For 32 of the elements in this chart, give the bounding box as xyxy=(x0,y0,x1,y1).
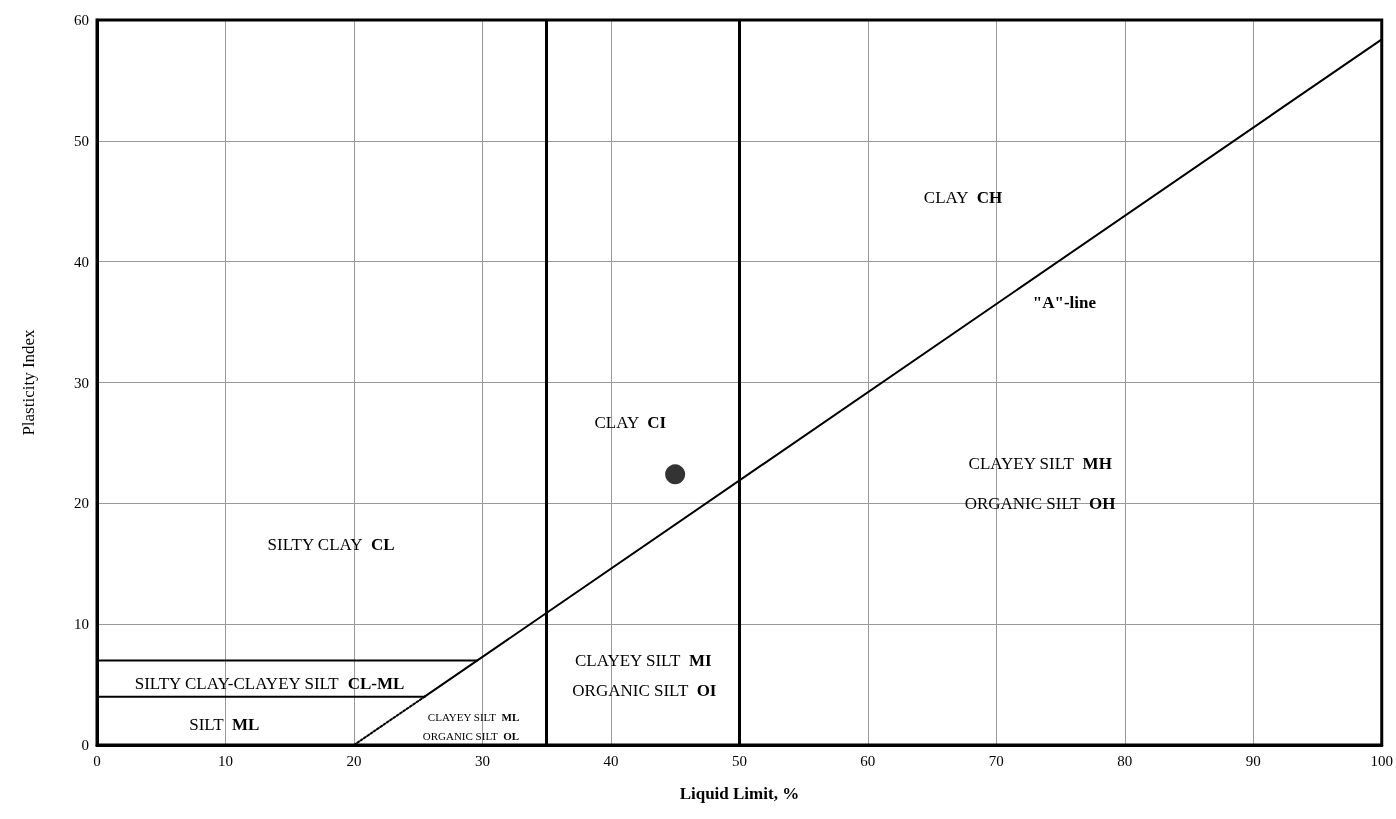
annotation: SILTY CLAY-CLAYEY SILT CL-ML xyxy=(134,673,405,693)
annotation: ORGANIC SILT OI xyxy=(572,681,717,701)
annotation: ORGANIC SILT OL xyxy=(422,729,520,742)
x-tick-label: 40 xyxy=(603,752,619,769)
x-tick-label: 10 xyxy=(217,752,233,769)
y-tick-label: 20 xyxy=(74,495,89,512)
annotation: ORGANIC SILT OH xyxy=(964,493,1116,513)
x-tick-label: 80 xyxy=(1117,752,1133,769)
y-tick-label: 30 xyxy=(74,374,89,391)
x-tick-label: 90 xyxy=(1245,752,1261,769)
y-tick-label: 10 xyxy=(74,616,89,633)
x-tick-label: 70 xyxy=(988,752,1004,769)
annotation: SILTY CLAY CL xyxy=(267,534,395,554)
annotation: CLAY CH xyxy=(923,188,1003,208)
x-tick-label: 30 xyxy=(474,752,490,769)
annotation: "A"-line xyxy=(1032,293,1097,313)
x-tick-label: 0 xyxy=(93,752,101,769)
x-tick-label: 50 xyxy=(731,752,747,769)
x-tick-label: 20 xyxy=(346,752,362,769)
y-tick-label: 0 xyxy=(81,737,89,753)
y-tick-label: 50 xyxy=(74,132,89,149)
annotation: CLAYEY SILT ML xyxy=(427,711,520,724)
annotation: CLAY CI xyxy=(594,412,667,432)
y-tick-label: 60 xyxy=(74,12,89,28)
x-tick-label: 60 xyxy=(860,752,876,769)
x-axis-title: Liquid Limit, % xyxy=(679,784,800,803)
y-axis-title: Plasticity Index xyxy=(19,328,38,436)
annotation: CLAYEY SILT MI xyxy=(574,650,712,670)
y-tick-label: 40 xyxy=(74,253,89,270)
x-tick-label: 100 xyxy=(1370,752,1393,769)
annotation: CLAYEY SILT MH xyxy=(968,453,1112,473)
annotation: SILT ML xyxy=(189,714,260,734)
